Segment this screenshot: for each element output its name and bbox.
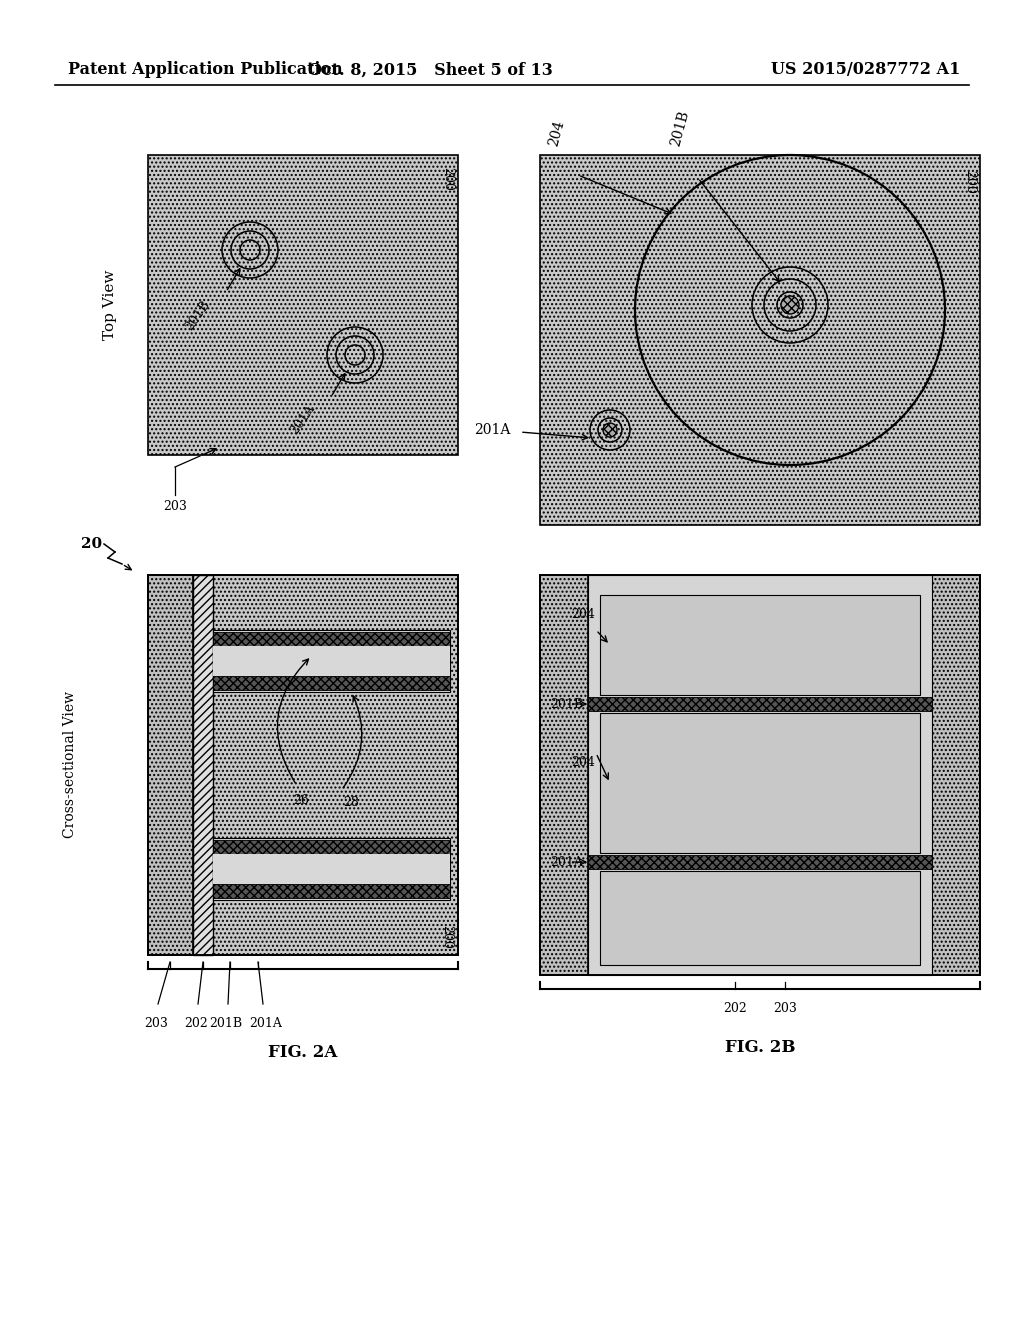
Text: 201B: 201B [183,298,213,333]
Circle shape [603,422,617,437]
Text: 201A: 201A [474,422,510,437]
Text: Oct. 8, 2015   Sheet 5 of 13: Oct. 8, 2015 Sheet 5 of 13 [307,62,552,78]
Bar [213,676,450,690]
Text: Cross-sectional View: Cross-sectional View [63,692,77,838]
Bar [213,630,450,692]
Bar [193,576,213,954]
Text: 200: 200 [440,925,453,949]
Text: 204: 204 [571,609,595,622]
Bar [588,855,932,869]
Bar [213,840,450,854]
Bar [148,576,458,954]
Text: 200: 200 [441,168,454,191]
Bar [932,576,980,975]
Text: 201B: 201B [550,697,583,710]
Bar [148,154,458,455]
Bar [588,697,932,711]
Text: 203: 203 [163,500,187,513]
Bar [540,576,980,975]
Text: 204: 204 [547,119,567,148]
Text: 201A: 201A [250,1016,283,1030]
Text: 201B: 201B [669,110,691,148]
Text: 204: 204 [571,756,595,770]
Text: 202: 202 [184,1016,208,1030]
Bar [213,645,450,676]
Text: US 2015/0287772 A1: US 2015/0287772 A1 [771,62,961,78]
Text: FIG. 2B: FIG. 2B [725,1039,796,1056]
Text: 201A: 201A [288,403,317,437]
Bar [540,576,588,975]
Bar [213,854,450,884]
Bar [600,871,920,965]
Text: Top View: Top View [103,269,117,341]
Bar [213,576,458,954]
Bar [600,713,920,853]
Bar [588,576,932,975]
Text: FIG. 2A: FIG. 2A [268,1044,338,1061]
Bar [148,576,193,954]
Text: 202: 202 [723,1002,746,1015]
Text: 201A: 201A [550,855,583,869]
Bar [213,838,450,900]
Text: 200: 200 [963,170,976,194]
Text: 203: 203 [773,1002,797,1015]
Text: 26: 26 [294,793,309,807]
Bar [213,632,450,645]
Text: 203: 203 [144,1016,168,1030]
Circle shape [781,296,799,314]
Bar [600,595,920,696]
Text: Patent Application Publication: Patent Application Publication [68,62,343,78]
Text: 20: 20 [82,537,102,550]
Bar [540,154,980,525]
Text: 28: 28 [344,796,359,809]
Text: 201B: 201B [210,1016,243,1030]
Bar [213,884,450,898]
